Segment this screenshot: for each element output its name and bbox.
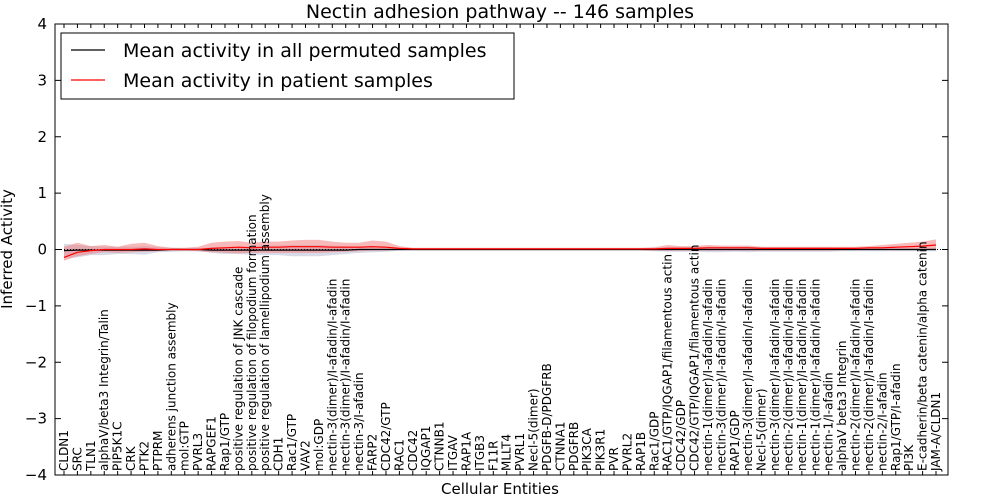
x-tick-label: PTK2 xyxy=(138,441,152,471)
x-tick-label: JAM-A/CLDN1 xyxy=(929,392,943,472)
y-axis: −4 −3 −2 −1 0 1 2 3 4 xyxy=(25,15,948,484)
x-tick-label: alphaV/beta3 Integrin/Talin xyxy=(97,309,111,471)
y-tick-label: 0 xyxy=(37,241,47,259)
x-tick-label: SRC xyxy=(70,447,84,471)
x-tick-label: positive regulation of lamellipodium ass… xyxy=(258,194,272,471)
x-tick-label: nectin-2(dimer)/I-afadin/I-afadin xyxy=(849,279,863,471)
y-tick-label: 3 xyxy=(37,71,47,89)
x-tick-label: RAC1 xyxy=(392,439,406,471)
series-line-1 xyxy=(63,244,937,258)
x-tick-label: nectin-2(dimer)/I-afadin/I-afadin xyxy=(862,279,876,471)
y-tick-label: 4 xyxy=(37,15,47,33)
x-tick-label: nectin-3(dimer)/I-afadin/I-afadin xyxy=(741,279,755,471)
x-tick-label: RAP1B xyxy=(634,432,648,471)
x-tick-label: IQGAP1 xyxy=(419,426,433,471)
x-axis: CLDN1 SRC TLN1 alphaV/beta3 Integrin/Talin P… xyxy=(57,24,943,475)
x-tick-label: CDC42/GDP xyxy=(674,400,688,471)
x-tick-label: PDGFB-D/PDGFRB xyxy=(540,363,554,471)
x-tick-label: mol:GDP xyxy=(312,419,326,471)
y-tick-label: −1 xyxy=(25,297,47,315)
x-tick-label: E-cadherin/beta catenin/alpha catenin xyxy=(916,241,930,471)
y-tick-label: −4 xyxy=(25,466,47,484)
x-tick-label: VAV2 xyxy=(299,440,313,471)
x-tick-label: RAP1/GDP xyxy=(728,410,742,471)
x-tick-label: Rap1/GTP xyxy=(218,413,232,471)
plot-area xyxy=(55,239,948,261)
x-tick-label: CLDN1 xyxy=(57,430,71,471)
x-tick-label: PIK3R1 xyxy=(594,429,608,471)
x-tick-label: Necl-5(dimer) xyxy=(755,388,769,471)
x-tick-label: nectin-2/I-afadin xyxy=(875,372,889,471)
x-tick-label: adherens junction assembly xyxy=(164,302,178,471)
legend-label-permuted: Mean activity in all permuted samples xyxy=(123,40,486,62)
x-tick-label: CTNNB1 xyxy=(433,421,447,471)
x-tick-label: nectin-1(dimer)/I-afadin/I-afadin xyxy=(808,279,822,471)
x-tick-label: nectin-3(dimer)/I-afadin/I-afadin xyxy=(768,279,782,471)
x-tick-label: Rac1/GTP xyxy=(285,414,299,471)
x-tick-label: CRK xyxy=(124,445,138,471)
x-tick-label: Necl-5(dimer) xyxy=(527,388,541,471)
x-tick-label: positive regulation of filopodium format… xyxy=(245,214,259,471)
x-tick-label: PIP5K1C xyxy=(111,421,125,471)
x-tick-label: PIK3CA xyxy=(580,427,594,471)
y-tick-label: 2 xyxy=(37,128,47,146)
x-tick-label: nectin-1(dimer)/I-afadin/I-afadin xyxy=(701,279,715,471)
x-tick-label: CTNNA1 xyxy=(553,421,567,471)
chart-title: Nectin adhesion pathway -- 146 samples xyxy=(306,1,694,23)
x-tick-label: PVRL1 xyxy=(513,433,527,471)
x-tick-label: ITGB3 xyxy=(473,435,487,471)
x-tick-label: ITGAV xyxy=(446,434,460,471)
x-tick-label: CDC42/GTP/IQGAP1/filamentous actin xyxy=(688,245,702,471)
legend: Mean activity in all permuted samples Me… xyxy=(60,32,515,100)
x-axis-label: Cellular Entities xyxy=(441,480,559,498)
x-tick-label: Rap1/GTP/I-afadin xyxy=(889,363,903,471)
y-axis-label: Inferred Activity xyxy=(0,189,16,309)
x-tick-label: nectin-1(dimer)/I-afadin/I-afadin xyxy=(795,279,809,471)
x-tick-label: CDC42/GTP xyxy=(379,402,393,471)
x-tick-label: alphaV beta3 Integrin xyxy=(835,340,849,471)
x-tick-label: RAP1A xyxy=(460,431,474,471)
x-tick-label: FARP2 xyxy=(366,434,380,471)
y-tick-label: −2 xyxy=(25,353,47,371)
x-tick-label: mol:GTP xyxy=(178,421,192,471)
x-tick-label: F11R xyxy=(486,440,500,471)
x-tick-label: nectin-3(dimer)/I-afadin/I-afadin xyxy=(325,279,339,471)
x-tick-label: nectin-2(dimer)/I-afadin/I-afadin xyxy=(781,279,795,471)
x-tick-label: Rac1/GDP xyxy=(647,412,661,471)
x-tick-label: PTPRM xyxy=(151,431,165,472)
x-tick-label: TLN1 xyxy=(84,440,98,472)
x-tick-label: RAPGEF1 xyxy=(205,416,219,471)
x-tick-label: PDGFRB xyxy=(567,422,581,471)
x-tick-label: MLLT4 xyxy=(500,434,514,471)
y-tick-label: 1 xyxy=(37,184,47,202)
x-tick-label: CDH1 xyxy=(272,437,286,471)
x-tick-label: RAC1/GTP/IQGAP1/filamentous actin xyxy=(661,254,675,471)
x-tick-label: PI3K xyxy=(902,444,916,471)
x-tick-label: PVRL2 xyxy=(620,433,634,471)
x-tick-label: nectin-3(dimer)/I-afadin/I-afadin xyxy=(339,279,353,471)
legend-box xyxy=(60,32,515,100)
x-tick-label: nectin-1/I-afadin xyxy=(822,372,836,471)
x-tick-label: PVRL3 xyxy=(191,433,205,471)
x-tick-label: CDC42 xyxy=(406,430,420,471)
x-tick-label: PVR xyxy=(607,447,621,471)
y-tick-label: −3 xyxy=(25,410,47,428)
x-tick-label: positive regulation of JNK cascade xyxy=(231,267,245,471)
x-tick-label: nectin-3/I-afadin xyxy=(352,372,366,471)
x-tick-label: nectin-3(dimer)/I-afadin/I-afadin xyxy=(714,279,728,471)
legend-label-patient: Mean activity in patient samples xyxy=(123,70,433,92)
